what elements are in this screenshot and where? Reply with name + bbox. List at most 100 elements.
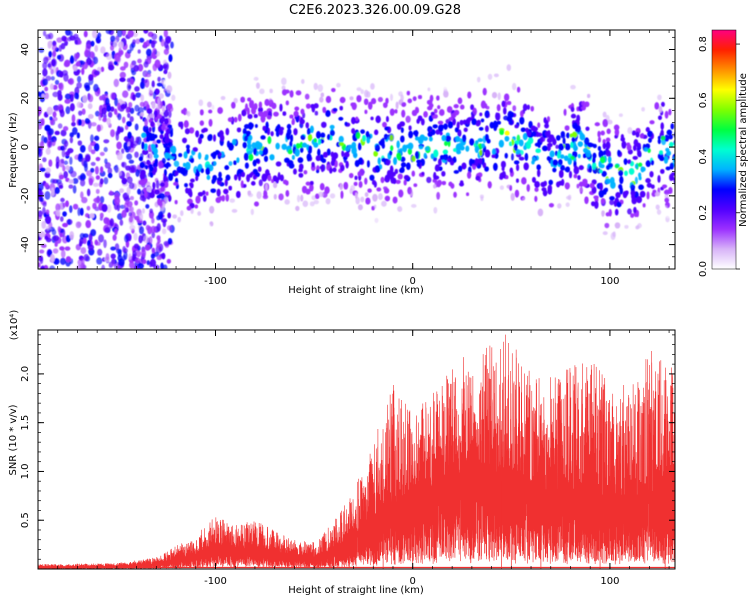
spectrogram-cell (329, 193, 336, 199)
spectrogram-cell (436, 181, 441, 188)
spectrogram-cell (126, 186, 131, 196)
spectrogram-cell (480, 118, 485, 123)
spectrogram-cell (179, 167, 185, 174)
spectrogram-cell (120, 103, 127, 109)
spectrogram-cell (135, 92, 142, 98)
spectrogram-cell (357, 171, 362, 177)
spectrogram-cell (627, 159, 632, 165)
spectrogram-cell (300, 108, 305, 115)
spectrogram-cell (103, 239, 107, 249)
spectrogram-cell (521, 177, 527, 185)
spectrogram-cell (513, 160, 520, 165)
spectrogram-cell (344, 151, 350, 158)
spectrogram-cell (572, 131, 578, 138)
spectrogram-cell (618, 169, 624, 177)
spectrogram-cell (202, 195, 207, 202)
spectrogram-cell (90, 134, 94, 143)
spectrogram-cell (148, 132, 152, 137)
spectrogram-cell (313, 138, 317, 143)
spectrogram-cell (658, 106, 663, 113)
spectrogram-cell (72, 203, 79, 210)
spectrogram-cell (400, 94, 404, 102)
spectrogram-cell (38, 106, 42, 116)
spectrogram-cell (431, 114, 437, 119)
spectrogram-cell (272, 175, 278, 182)
spectrogram-cell (71, 121, 76, 127)
spectrogram-cell (76, 265, 83, 269)
spectrogram-cell (474, 145, 479, 153)
spectrogram-cell (93, 83, 99, 93)
spectrogram-cell (510, 192, 515, 201)
spectrogram-cell (75, 221, 82, 229)
spectrogram-cell (666, 129, 673, 136)
spectrogram-cell (163, 175, 167, 183)
spectrogram-cell (389, 150, 393, 156)
spectrogram-cell (138, 235, 143, 244)
spectrogram-cell (141, 248, 147, 258)
spectrogram-cell (45, 167, 51, 174)
spectrogram-cell (402, 144, 408, 153)
spectrogram-cell (422, 203, 428, 210)
spectrogram-cell (244, 83, 248, 90)
spectrogram-cell (85, 57, 92, 66)
spectrogram-cell (413, 183, 418, 187)
spectrogram-cell (60, 197, 65, 203)
spectrogram-cell (121, 161, 127, 168)
spectrogram-cell (118, 50, 123, 58)
spectrogram-cell (298, 163, 304, 170)
spectrogram-cell (307, 133, 313, 142)
spectrogram-cell (270, 131, 274, 137)
spectrogram-cell (47, 40, 54, 47)
spectrogram-cell (349, 188, 353, 195)
spectrogram-cell (437, 105, 441, 110)
spectrogram-cell (441, 134, 447, 142)
spectrogram-cell (99, 178, 104, 185)
spectrogram-cell (657, 175, 661, 183)
spectrogram-cell (132, 94, 136, 101)
spectrogram-cell (605, 149, 610, 157)
spectrogram-cell (239, 71, 244, 79)
spectrogram-cell (330, 199, 336, 207)
spectrogram-cell (566, 195, 571, 200)
spectrogram-cell (198, 99, 204, 107)
spectrogram-cell (305, 103, 311, 109)
spectrogram-cell (411, 155, 416, 162)
spectrogram-cell (627, 104, 632, 111)
spectrogram-cell (355, 131, 361, 139)
spectrogram-cell (52, 50, 57, 58)
spectrogram-cell (341, 150, 345, 157)
spectrogram-cell (140, 112, 144, 117)
spectrogram-cell (319, 183, 325, 191)
spectrogram-cell (63, 61, 70, 68)
spectrogram-cell (349, 96, 354, 101)
spectrogram-cell (154, 160, 158, 164)
colorbar-tick-label: 0.0 (698, 261, 709, 277)
spectrogram-cell (272, 75, 278, 83)
spectrogram-cell (67, 218, 71, 226)
spectrogram-cell (38, 124, 43, 130)
spectrogram-cell (106, 204, 112, 213)
spectrogram-cell (167, 124, 172, 129)
spectrogram-cell (44, 182, 49, 188)
spectrogram-cell (95, 188, 100, 194)
spectrogram-cell (669, 173, 674, 182)
spectrogram-cell (620, 137, 626, 142)
spectrogram-cell (166, 37, 171, 44)
spectrogram-cell (340, 190, 344, 199)
spectrogram-cell (185, 187, 189, 194)
spectrogram-cell (148, 136, 154, 141)
spectrogram-cell (404, 219, 409, 225)
spectrogram-cell (385, 116, 389, 123)
spectrogram-cell (164, 191, 170, 196)
spectrogram-cell (421, 171, 425, 176)
spectrogram-cell (391, 171, 396, 177)
spectrogram-cell (536, 164, 541, 171)
spectrogram-cell (321, 158, 327, 163)
spectrogram-cell (148, 127, 152, 133)
spectrogram-cell (230, 51, 236, 57)
spectrogram-cell (563, 108, 567, 116)
spectrogram-cell (150, 143, 156, 149)
spectrogram-cell (577, 175, 581, 180)
spectrogram-cell (133, 243, 140, 249)
spectrogram-cell (461, 162, 467, 170)
